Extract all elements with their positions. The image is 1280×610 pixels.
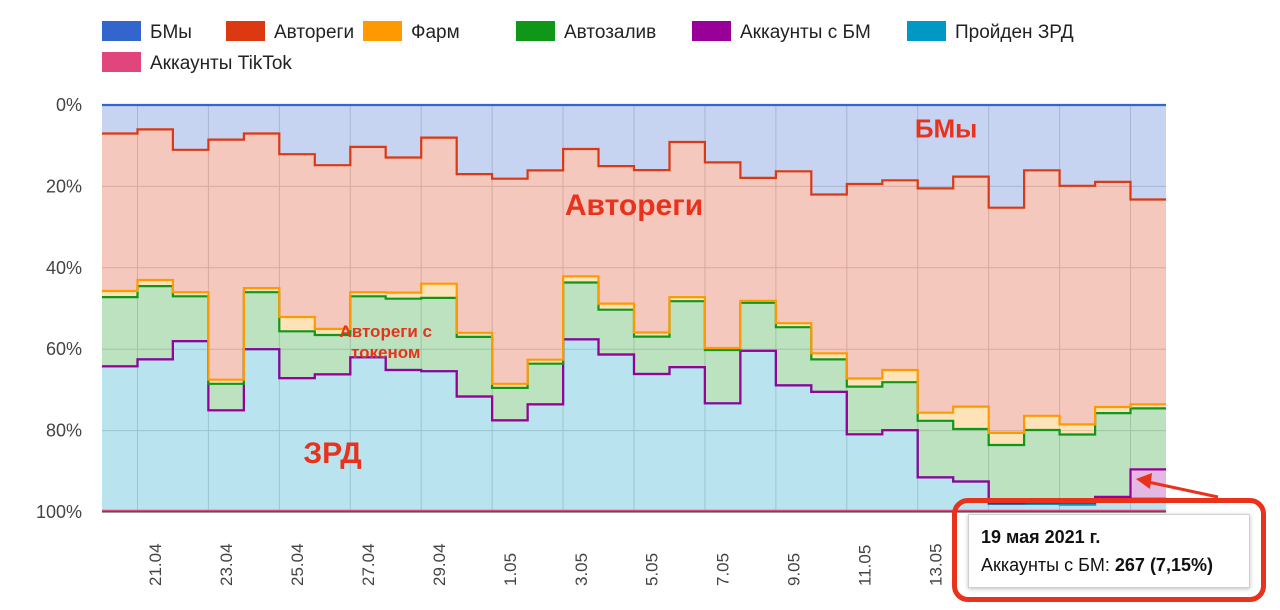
tooltip-label: Аккаунты с БМ:	[981, 555, 1115, 575]
legend-swatch-1	[226, 21, 265, 41]
legend-swatch-6	[102, 52, 141, 72]
y-tick-label-0: 0%	[56, 95, 82, 115]
legend-swatch-2	[363, 21, 402, 41]
area-5	[102, 129, 1166, 433]
legend-label-5: Пройден ЗРД	[955, 22, 1074, 43]
x-tick-label-7: 5.05	[643, 553, 662, 586]
series-lines	[102, 103, 1166, 512]
y-tick-label-5: 100%	[36, 502, 82, 522]
annotation-0-line-0: БМы	[915, 114, 978, 144]
legend-label-0: БМы	[150, 22, 192, 43]
line-4	[102, 275, 1166, 434]
tooltip-highlight-frame	[952, 498, 1266, 602]
annotation-2-line-0: Автореги с	[339, 322, 432, 341]
legend-swatch-3	[516, 21, 555, 41]
y-tick-label-3: 60%	[46, 339, 82, 359]
annotation-1-line-0: Автореги	[565, 189, 703, 222]
x-tick-label-10: 11.05	[856, 545, 875, 586]
x-tick-label-3: 27.04	[359, 543, 378, 586]
highlight-arrow	[1136, 473, 1219, 499]
arrow-head	[1136, 473, 1152, 489]
x-tick-label-2: 25.04	[288, 543, 307, 586]
tooltip-line: Аккаунты с БМ: 267 (7,15%)	[981, 555, 1213, 576]
legend-label-6: Аккаунты TikTok	[150, 53, 292, 74]
legend-label-2: Фарм	[411, 22, 460, 43]
area-1	[102, 339, 1166, 511]
area-6	[102, 105, 1166, 208]
x-tick-label-6: 3.05	[572, 553, 591, 586]
legend-label-1: Автореги	[274, 22, 354, 43]
legend: БМы Автореги Фарм Автозалив Аккаунты с БМ Про…	[102, 21, 1074, 74]
x-tick-label-4: 29.04	[430, 543, 449, 586]
x-tick-label-5: 1.05	[501, 553, 520, 586]
annotation-3-line-0: ЗРД	[303, 437, 361, 470]
x-tick-label-9: 9.05	[785, 553, 804, 586]
legend-label-3: Автозалив	[564, 22, 656, 43]
y-tick-label-1: 20%	[46, 176, 82, 196]
series-areas	[102, 105, 1166, 512]
legend-swatch-5	[907, 21, 946, 41]
x-tick-label-11: 13.05	[926, 543, 945, 586]
y-tick-label-4: 80%	[46, 421, 82, 441]
tooltip-date: 19 мая 2021 г.	[981, 527, 1101, 547]
tooltip-value: 267 (7,15%)	[1114, 555, 1213, 575]
legend-label-4: Аккаунты с БМ	[740, 22, 871, 43]
annotation-2-line-1: токеном	[351, 343, 420, 362]
x-tick-label-0: 21.04	[146, 543, 165, 586]
area-3	[102, 282, 1166, 504]
x-tick-label-1: 23.04	[217, 543, 236, 586]
arrow-shaft	[1147, 480, 1219, 499]
tooltip: 19 мая 2021 г. Аккаунты с БМ: 267 (7,15%…	[968, 514, 1250, 588]
annotations: БМы Автореги Автореги с токеном ЗРД	[303, 114, 977, 471]
legend-swatch-0	[102, 21, 141, 41]
line-5	[102, 128, 1166, 209]
line-2	[102, 338, 1166, 505]
legend-swatch-4	[692, 21, 731, 41]
y-tick-label-2: 40%	[46, 258, 82, 278]
axes: 21.04 23.04 25.04 27.04 29.04 1.05 3.05 5.05 7.0…	[102, 511, 1166, 586]
x-tick-label-8: 7.05	[714, 553, 733, 586]
